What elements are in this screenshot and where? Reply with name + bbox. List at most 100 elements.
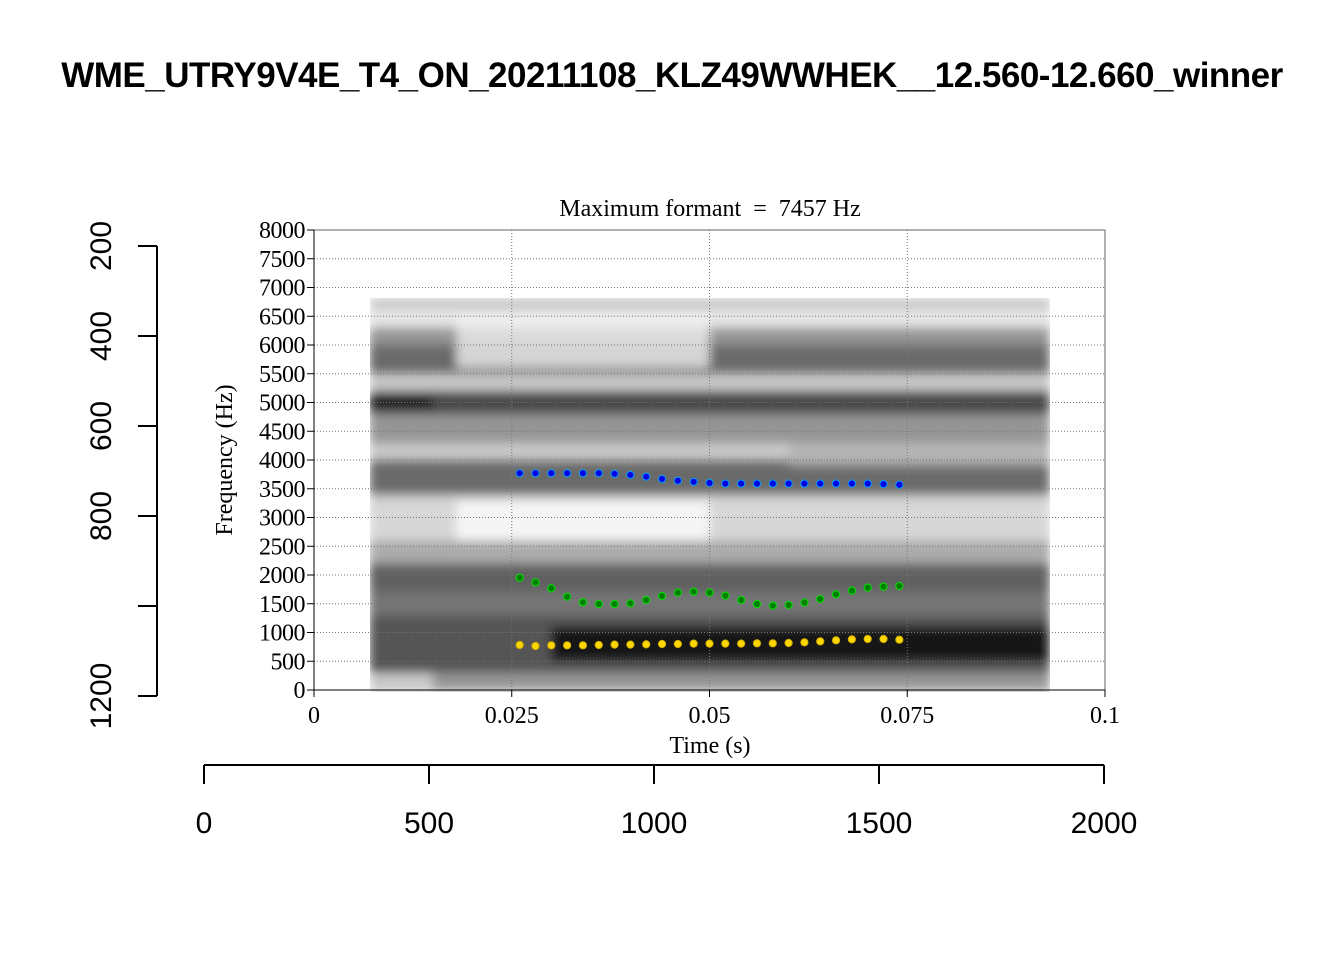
y-tick-label: 6500 <box>259 304 306 330</box>
y-tick-label: 0 <box>294 678 306 704</box>
y-tick-label: 3500 <box>259 477 306 503</box>
formant-point-f1 <box>863 634 872 644</box>
formant-point-f1 <box>816 637 825 646</box>
x-tick-label: 0.05 <box>689 703 731 729</box>
formant-point-f2 <box>831 590 841 599</box>
formant-point-f2 <box>895 581 904 591</box>
formant-point-f2 <box>847 586 856 595</box>
formant-point-f1 <box>689 639 698 648</box>
formant-point-f3 <box>642 472 651 481</box>
formant-point-f1 <box>642 640 651 649</box>
formant-point-f3 <box>816 479 825 488</box>
chart-subtitle: Maximum formant = 7457 Hz <box>559 196 861 222</box>
outer-bottom-tick-label: 500 <box>404 807 454 840</box>
formant-point-f1 <box>879 634 888 644</box>
y-tick-label: 2500 <box>259 534 306 560</box>
formant-point-f1 <box>531 641 540 651</box>
x-axis-label: Time (s) <box>669 733 750 759</box>
outer-bottom-tick-label: 2000 <box>1071 807 1138 840</box>
formant-point-f1 <box>578 641 588 650</box>
formant-point-f2 <box>879 582 888 591</box>
formant-point-f2 <box>737 595 746 605</box>
y-tick-label: 7000 <box>259 276 306 302</box>
formant-point-f1 <box>895 635 904 644</box>
formant-point-f3 <box>563 469 572 478</box>
formant-point-f2 <box>784 600 793 610</box>
spectrogram-band <box>788 442 1050 466</box>
formant-point-f1 <box>831 636 841 645</box>
formant-point-f1 <box>737 639 746 648</box>
formant-point-f1 <box>563 641 572 650</box>
spectrogram-band <box>432 672 1050 690</box>
formant-point-f1 <box>721 639 730 648</box>
spectrogram-band <box>370 310 1050 328</box>
formant-point-f2 <box>626 599 635 608</box>
formant-point-f1 <box>705 639 714 648</box>
formant-point-f2 <box>689 587 698 596</box>
formant-point-f3 <box>547 469 556 478</box>
outer-bottom-tick-label: 1500 <box>846 807 913 840</box>
y-tick-label: 3000 <box>259 506 306 532</box>
outer-left-tick-label: 600 <box>85 401 118 451</box>
formant-point-f3 <box>768 479 777 488</box>
x-tick-label: 0.1 <box>1090 703 1120 729</box>
spectrogram-band <box>370 592 1050 616</box>
y-tick-label: 4000 <box>259 448 306 474</box>
formant-point-f3 <box>863 479 872 488</box>
outer-left-tick-label: 1200 <box>85 663 118 730</box>
formant-point-f3 <box>705 478 714 488</box>
formant-point-f3 <box>721 479 730 488</box>
formant-point-f1 <box>515 640 524 650</box>
spectrogram-band <box>551 626 1050 662</box>
outer-left-tick-label: 800 <box>85 491 118 541</box>
formant-point-f2 <box>563 592 572 601</box>
y-tick-label: 1000 <box>259 621 306 647</box>
formant-point-f3 <box>689 477 698 486</box>
formant-point-f3 <box>895 480 904 489</box>
formant-point-f3 <box>610 469 619 478</box>
y-axis-label: Frequency (Hz) <box>212 384 238 535</box>
spectrogram-band <box>370 391 1050 414</box>
formant-point-f3 <box>831 479 841 488</box>
formant-point-f2 <box>721 591 730 600</box>
x-tick-label: 0 <box>308 703 320 729</box>
formant-point-f1 <box>610 640 619 649</box>
y-tick-label: 6000 <box>259 333 306 359</box>
y-tick-label: 500 <box>271 649 306 675</box>
formant-point-f3 <box>578 469 588 478</box>
formant-point-f3 <box>531 469 540 478</box>
formant-point-f1 <box>768 639 777 648</box>
formant-point-f2 <box>515 573 524 582</box>
y-tick-label: 5500 <box>259 362 306 388</box>
outer-bottom-tick-label: 0 <box>196 807 213 840</box>
axes: 0 0.025 0.05 0.075 0.10500100015002000250030… <box>85 218 1137 840</box>
formant-point-f3 <box>594 469 603 478</box>
formant-point-f3 <box>752 479 762 488</box>
formant-point-f1 <box>594 640 603 650</box>
formant-point-f3 <box>847 479 856 488</box>
formant-point-f2 <box>531 578 540 587</box>
formant-point-f3 <box>784 479 793 488</box>
formant-point-f3 <box>879 480 888 489</box>
y-tick-label: 7500 <box>259 247 306 273</box>
y-tick-label: 8000 <box>259 218 306 244</box>
outer-left-tick-label: 400 <box>85 311 118 361</box>
formant-point-f3 <box>800 479 809 488</box>
formant-point-f3 <box>626 470 635 480</box>
formant-point-f2 <box>705 588 714 597</box>
formant-point-f2 <box>673 588 682 597</box>
formant-point-f2 <box>610 599 619 609</box>
formant-point-f3 <box>657 474 667 484</box>
y-tick-label: 2000 <box>259 563 306 589</box>
outer-left-tick-label: 200 <box>85 221 118 271</box>
y-tick-label: 5000 <box>259 391 306 417</box>
y-tick-label: 1500 <box>259 592 306 618</box>
spectrogram-band <box>456 500 710 541</box>
chart-title: WME_UTRY9V4E_T4_ON_20211108_KLZ49WWHEK__… <box>61 56 1283 95</box>
formant-point-f1 <box>673 639 682 649</box>
formant-point-f2 <box>578 598 588 607</box>
formant-point-f1 <box>784 638 793 648</box>
formant-point-f1 <box>847 635 856 644</box>
formant-point-f1 <box>752 639 762 648</box>
